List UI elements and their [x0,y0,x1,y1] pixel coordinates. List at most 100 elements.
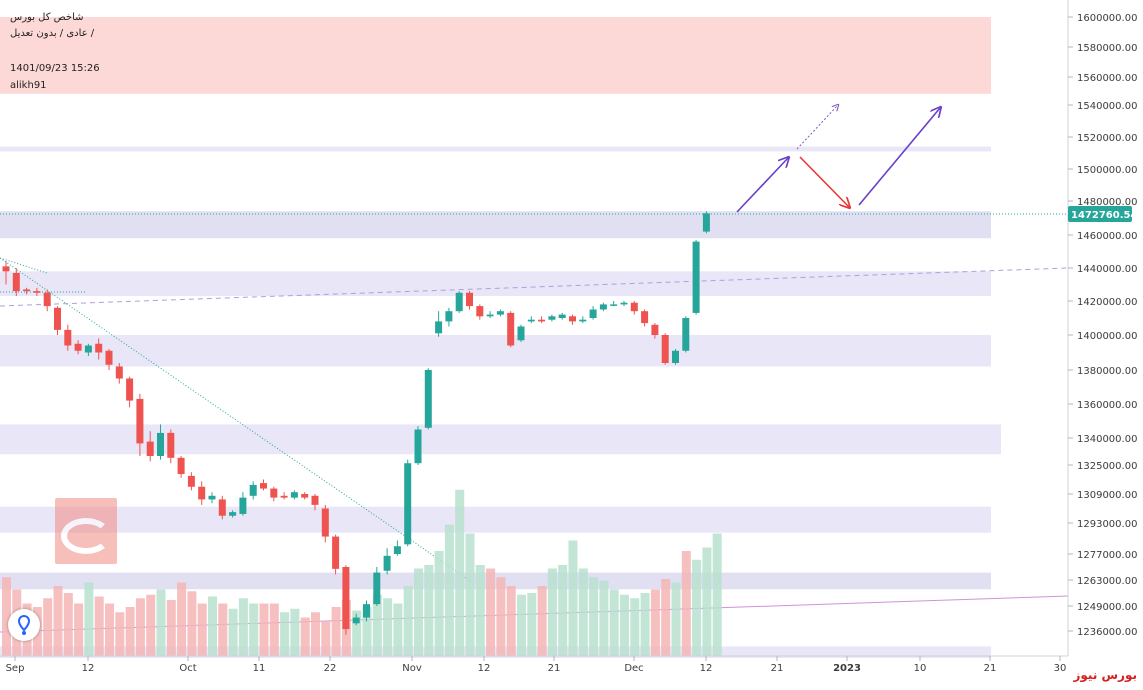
y-tick-label: 1460000.00 [1077,231,1137,242]
volume-bar [311,612,320,656]
candle-body [229,512,237,516]
y-tick-label: 1325000.00 [1077,461,1137,472]
volume-bar [2,577,11,656]
volume-bar [630,598,640,656]
downtrend-line [0,257,473,583]
candle-body [548,316,556,320]
volume-bar [702,547,712,656]
volume-bar [568,540,578,656]
x-tick-label: 22 [324,663,337,674]
volume-bar [94,596,104,656]
candle-body [239,497,247,514]
price-zone [0,424,1001,455]
volume-bar [228,608,238,656]
volume-bar [125,607,135,656]
y-tick-label: 1236000.00 [1077,627,1137,638]
candle-body [198,486,206,500]
candle-body [126,378,134,401]
y-tick-label: 1277000.00 [1077,550,1137,561]
price-zone [0,572,991,590]
candle-body [672,350,679,363]
volume-bar [640,593,650,656]
tradingview-logo-icon[interactable] [8,609,40,641]
candle-body [260,483,267,489]
candle-body [620,302,628,305]
volume-bar [414,568,423,656]
x-tick-label: 12 [82,663,95,674]
x-tick-label: 12 [478,663,491,674]
candle-body [455,292,463,312]
candle-body [589,309,597,318]
volume-bar [269,603,279,656]
candle-body [476,306,484,317]
candle-body [527,319,535,322]
volume-bar [475,565,485,656]
x-tick-label: Dec [624,663,643,674]
volume-bar [352,610,362,656]
candle-body [95,343,103,353]
chart-title: شاخص کل بورس [10,12,84,23]
volume-bar [197,603,207,656]
candle-body [599,304,607,310]
volume-bar [208,596,217,656]
candle-body [507,312,515,346]
volume-bar [537,586,547,656]
volume-bar [187,591,197,656]
volume-bar [547,568,557,656]
volume-bar [506,586,516,656]
candle-body [23,289,31,292]
plot-background [0,0,1068,656]
volume-bar [527,593,537,656]
candle-body [290,492,298,498]
candle-body [641,311,649,324]
y-tick-label: 1540000.00 [1077,101,1137,112]
candle-body [249,484,257,496]
volume-bar [177,582,187,656]
x-tick-label: Oct [179,663,196,674]
chart-subtitle: عادی / بدون تعدیل / [10,28,95,39]
candle-body [105,350,113,365]
volume-bar [321,621,331,656]
candle-body [661,335,669,363]
x-tick-label: 30 [1054,663,1067,674]
price-zone [0,506,991,533]
volume-bar [105,603,114,656]
candle-body [321,508,329,537]
volume-bar [455,489,465,656]
volume-bar [331,607,341,656]
volume-bar [84,582,94,656]
x-tick-label: 21 [548,663,561,674]
price-zone [0,335,991,367]
y-tick-label: 1600000.00 [1077,13,1137,24]
volume-bar [661,579,671,656]
volume-bar [249,603,259,656]
volume-bar [496,577,506,656]
candle-body [404,463,412,545]
volume-bar [444,524,454,656]
x-tick-label: Nov [402,663,422,674]
x-tick-label: 21 [771,663,784,674]
volume-bar [166,600,176,656]
candle-body [33,291,41,293]
projection-arrow-up-2 [858,108,940,206]
candle-body [301,494,309,498]
y-tick-label: 1400000.00 [1077,331,1137,342]
volume-bar [650,589,660,656]
price-zone [0,211,991,239]
volume-bar [486,568,496,656]
candle-body [393,546,401,554]
volume-bar [280,612,290,656]
candle-body [311,495,319,505]
y-tick-label: 1580000.00 [1077,43,1137,54]
candle-body [414,429,422,464]
last-price-label: 1472760.54 [1071,210,1137,221]
volume-bar [53,586,63,656]
candle-body [558,314,566,318]
volume-bar [671,582,681,656]
y-tick-label: 1249000.00 [1077,602,1137,613]
volume-bar [74,603,84,656]
volume-bar [424,565,434,656]
downtrend-line-upper [0,257,48,274]
candle-body [610,304,618,306]
